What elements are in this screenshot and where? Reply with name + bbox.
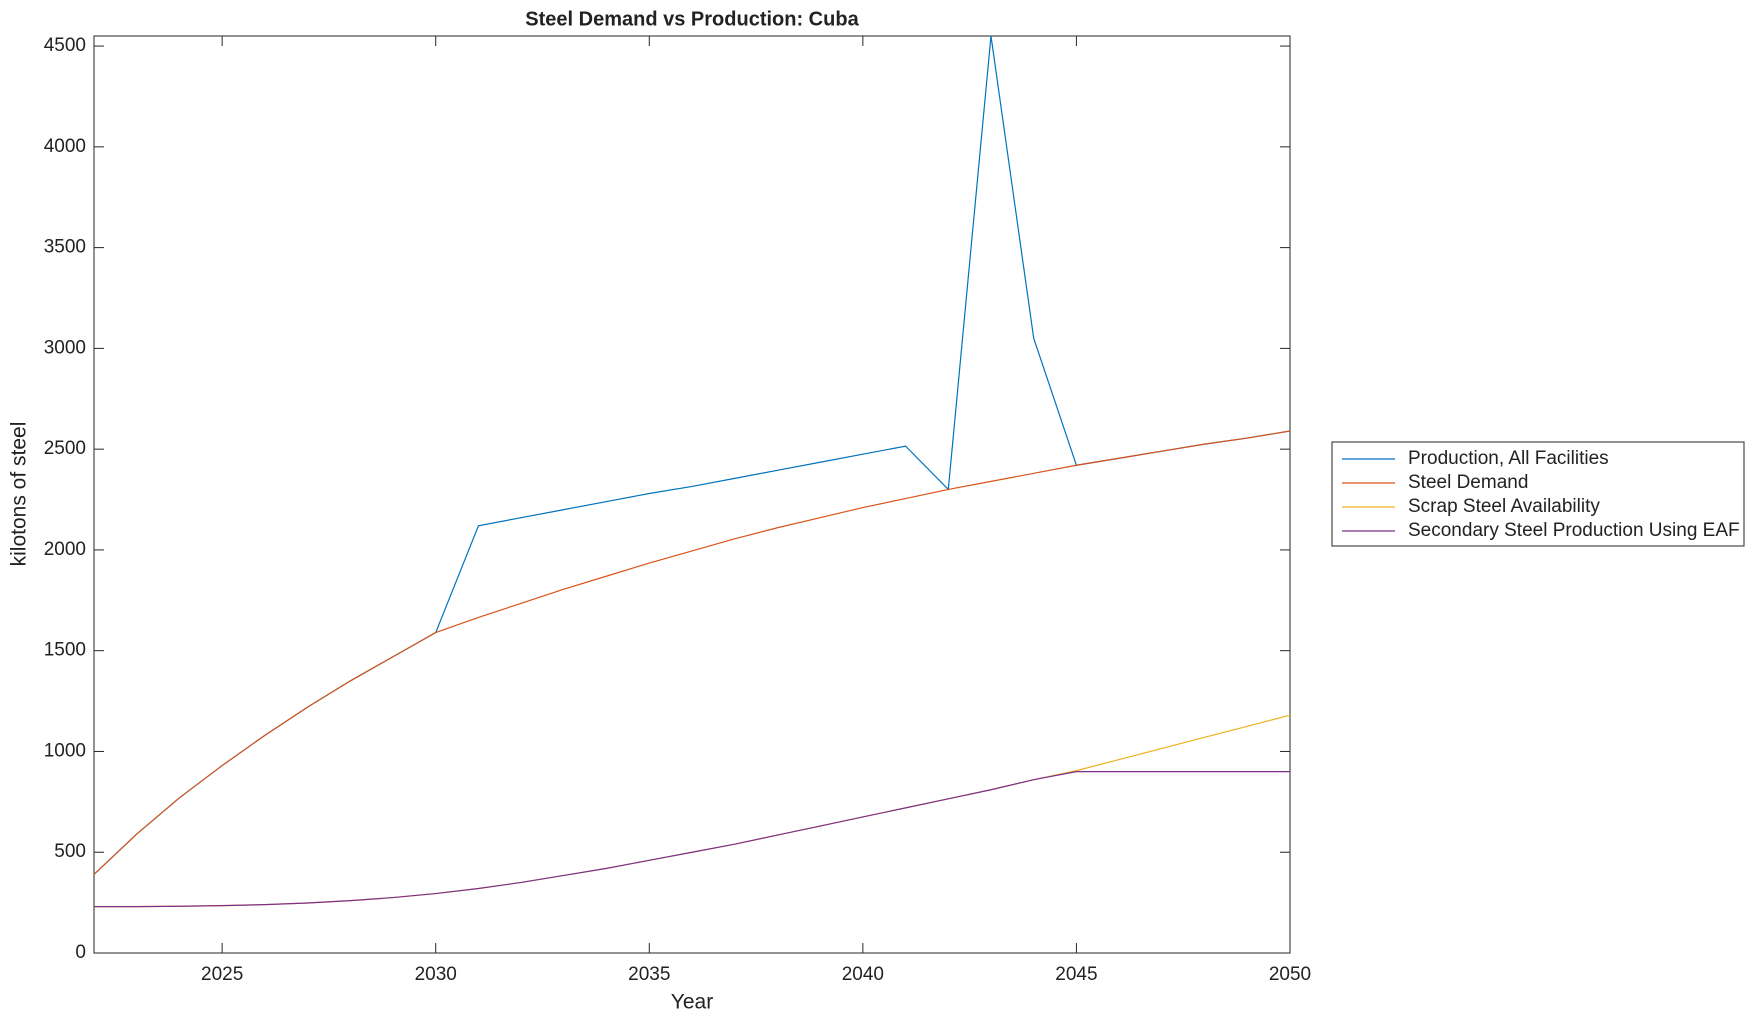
x-tick-label: 2040 [842,964,884,985]
legend-label: Scrap Steel Availability [1408,496,1600,517]
legend-label: Production, All Facilities [1408,448,1609,469]
x-tick-label: 2045 [1055,964,1097,985]
legend-label: Steel Demand [1408,472,1528,493]
chart-title: Steel Demand vs Production: Cuba [525,8,859,30]
y-tick-label: 0 [75,942,86,963]
y-axis-label: kilotons of steel [8,422,31,567]
y-tick-label: 4500 [44,35,86,56]
y-tick-label: 1500 [44,640,86,661]
y-tick-label: 3000 [44,337,86,358]
y-tick-label: 4000 [44,136,86,157]
x-tick-label: 2050 [1269,964,1311,985]
y-tick-label: 500 [54,841,86,862]
y-tick-label: 2000 [44,539,86,560]
x-tick-label: 2025 [201,964,243,985]
y-tick-label: 3500 [44,237,86,258]
x-axis-label: Year [671,991,713,1014]
y-tick-label: 1000 [44,740,86,761]
legend-label: Secondary Steel Production Using EAF [1408,520,1740,541]
x-tick-label: 2030 [415,964,457,985]
legend-box [1331,441,1745,547]
series-line [93,430,1291,875]
plot-area [93,35,1291,954]
series-line [94,771,1290,908]
y-tick-label: 2500 [44,438,86,459]
x-tick-label: 2035 [628,964,670,985]
